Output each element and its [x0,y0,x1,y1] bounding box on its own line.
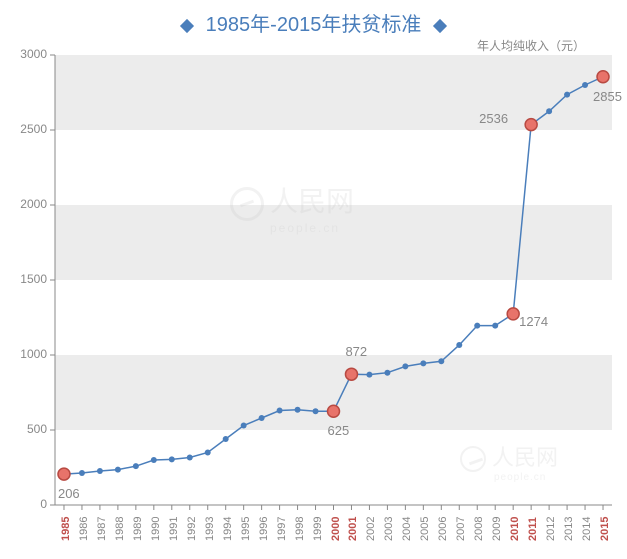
x-tick-label: 1986 [78,517,90,541]
x-tick-label: 1993 [204,517,216,541]
x-tick-label: 2010 [509,517,521,541]
data-marker [205,450,211,456]
data-marker [582,82,588,88]
x-tick-label: 2011 [527,517,539,541]
data-label: 2855 [593,89,622,104]
x-tick-label: 1998 [294,517,306,541]
data-marker [438,358,444,364]
data-label: 1274 [519,314,548,329]
data-marker [564,92,570,98]
x-tick-label: 2001 [347,517,359,541]
x-tick-label: 1992 [186,517,198,541]
x-tick-label: 2006 [437,517,449,541]
data-marker [474,323,480,329]
x-tick-label: 2008 [473,517,485,541]
highlight-marker [58,468,70,480]
data-marker [79,470,85,476]
y-tick-label: 0 [7,497,47,511]
x-tick-label: 1990 [150,517,162,541]
x-tick-label: 1989 [132,517,144,541]
x-tick-label: 2003 [383,517,395,541]
chart-svg [0,0,627,559]
y-tick-label: 2500 [7,122,47,136]
highlight-marker [507,308,519,320]
data-marker [223,436,229,442]
data-marker [384,370,390,376]
data-marker [187,454,193,460]
x-tick-label: 1987 [96,517,108,541]
data-marker [420,360,426,366]
x-tick-label: 1997 [276,517,288,541]
data-marker [151,457,157,463]
x-tick-label: 2004 [401,517,413,541]
data-label: 206 [58,486,80,501]
y-tick-label: 500 [7,422,47,436]
data-marker [402,363,408,369]
data-marker [241,423,247,429]
data-label: 2536 [479,111,508,126]
x-tick-label: 1996 [258,517,270,541]
data-marker [133,463,139,469]
x-tick-label: 2007 [455,517,467,541]
data-marker [492,323,498,329]
highlight-marker [345,368,357,380]
x-tick-label: 1994 [222,517,234,541]
data-marker [97,468,103,474]
x-tick-label: 1991 [168,517,180,541]
highlight-marker [597,71,609,83]
y-tick-label: 2000 [7,197,47,211]
x-tick-label: 1985 [60,517,72,541]
y-tick-label: 1000 [7,347,47,361]
data-marker [366,372,372,378]
data-marker [295,407,301,413]
y-tick-label: 1500 [7,272,47,286]
chart-container: 1985年-2015年扶贫标准 年人均纯收入（元） 05001000150020… [0,0,627,559]
data-marker [546,108,552,114]
x-tick-label: 2009 [491,517,503,541]
x-tick-label: 2015 [599,517,611,541]
x-tick-label: 2013 [563,517,575,541]
x-tick-label: 1988 [114,517,126,541]
highlight-marker [525,119,537,131]
data-marker [277,408,283,414]
data-label: 625 [328,423,350,438]
x-tick-label: 2012 [545,517,557,541]
x-tick-label: 2005 [419,517,431,541]
highlight-marker [328,405,340,417]
x-tick-label: 2000 [330,517,342,541]
x-tick-label: 1995 [240,517,252,541]
data-marker [259,415,265,421]
x-tick-label: 2002 [365,517,377,541]
x-tick-label: 1999 [312,517,324,541]
data-marker [169,456,175,462]
x-tick-label: 2014 [581,517,593,541]
data-marker [313,408,319,414]
data-marker [115,467,121,473]
data-label: 872 [345,344,367,359]
data-marker [456,342,462,348]
y-tick-label: 3000 [7,47,47,61]
